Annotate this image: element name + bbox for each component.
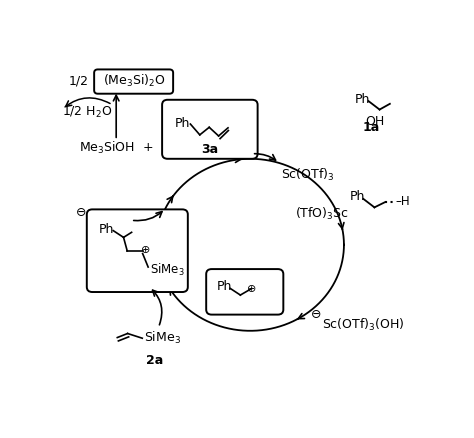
- Text: 2a: 2a: [146, 353, 164, 367]
- Text: Ph: Ph: [99, 223, 114, 236]
- Text: Ph: Ph: [349, 191, 365, 203]
- Text: ⊖: ⊖: [76, 205, 87, 219]
- Text: Sc(OTf)$_3$(OH): Sc(OTf)$_3$(OH): [322, 317, 404, 333]
- Text: (TfO)$_3$Sc: (TfO)$_3$Sc: [295, 206, 349, 222]
- Text: ⊕: ⊕: [141, 245, 150, 255]
- FancyBboxPatch shape: [94, 70, 173, 94]
- Text: Ph: Ph: [355, 93, 370, 106]
- FancyBboxPatch shape: [206, 269, 283, 314]
- Text: 3a: 3a: [201, 143, 219, 156]
- Text: Ph: Ph: [217, 280, 233, 293]
- Text: (Me$_3$Si)$_2$O: (Me$_3$Si)$_2$O: [103, 73, 166, 89]
- Text: 1a: 1a: [362, 121, 379, 134]
- FancyBboxPatch shape: [87, 209, 188, 292]
- Text: SiMe$_3$: SiMe$_3$: [150, 262, 185, 279]
- Text: ⊕: ⊕: [247, 284, 257, 294]
- Text: SiMe$_3$: SiMe$_3$: [144, 329, 181, 346]
- Text: –H: –H: [396, 195, 410, 208]
- Text: Sc(OTf)$_3$: Sc(OTf)$_3$: [282, 166, 335, 183]
- Text: Ph: Ph: [175, 117, 191, 130]
- Text: OH: OH: [365, 115, 385, 128]
- FancyBboxPatch shape: [162, 100, 258, 159]
- Text: 1/2 H$_2$O: 1/2 H$_2$O: [62, 105, 112, 120]
- Text: Sc(OTf)$_3$(OH): Sc(OTf)$_3$(OH): [87, 214, 169, 230]
- Text: ⊖: ⊖: [311, 308, 322, 321]
- Text: Me$_3$SiOH  +: Me$_3$SiOH +: [80, 140, 154, 156]
- Text: 1/2: 1/2: [68, 75, 88, 88]
